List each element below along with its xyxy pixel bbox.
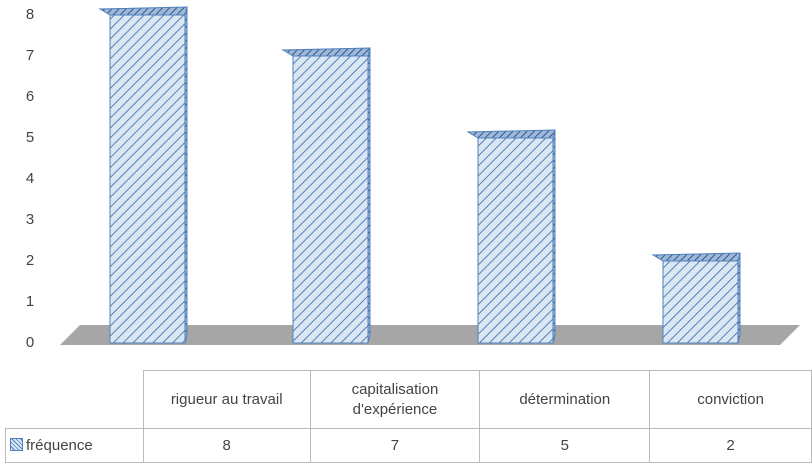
y-tick-label: 5 <box>26 129 34 146</box>
bar <box>292 55 369 344</box>
y-tick-label: 0 <box>26 334 34 351</box>
bar <box>477 137 554 344</box>
data-table: rigueur au travail capitalisation d'expér… <box>5 370 812 463</box>
y-tick-label: 2 <box>26 252 34 269</box>
y-tick-label: 1 <box>26 293 34 310</box>
value-cell: 8 <box>142 428 311 463</box>
legend-cell: fréquence <box>5 428 144 463</box>
bar-top <box>281 47 371 57</box>
y-tick-label: 6 <box>26 88 34 105</box>
value-row: fréquence 8 7 5 2 <box>5 428 812 463</box>
bar <box>109 14 186 344</box>
value-cell: 2 <box>649 428 812 463</box>
bar-top <box>98 6 188 16</box>
chart: 0 1 2 3 4 5 6 7 8 <box>26 6 800 351</box>
legend-swatch <box>10 437 23 451</box>
category-label: conviction <box>649 370 812 429</box>
floor <box>60 325 800 345</box>
y-tick-label: 7 <box>26 47 34 64</box>
y-tick-label: 4 <box>26 170 34 187</box>
category-label: capitalisation d'expérience <box>309 370 481 429</box>
y-tick-label: 3 <box>26 211 34 228</box>
bar-top <box>651 252 741 262</box>
legend-label: fréquence <box>26 436 93 454</box>
category-label: détermination <box>479 370 651 429</box>
category-row: rigueur au travail capitalisation d'expér… <box>6 370 812 429</box>
value-cell: 7 <box>309 428 481 463</box>
empty-cell <box>6 371 144 429</box>
y-tick-label: 8 <box>26 6 34 23</box>
bar <box>662 260 739 344</box>
value-cell: 5 <box>479 428 651 463</box>
bar-top <box>466 129 556 139</box>
category-label: rigueur au travail <box>142 370 311 429</box>
